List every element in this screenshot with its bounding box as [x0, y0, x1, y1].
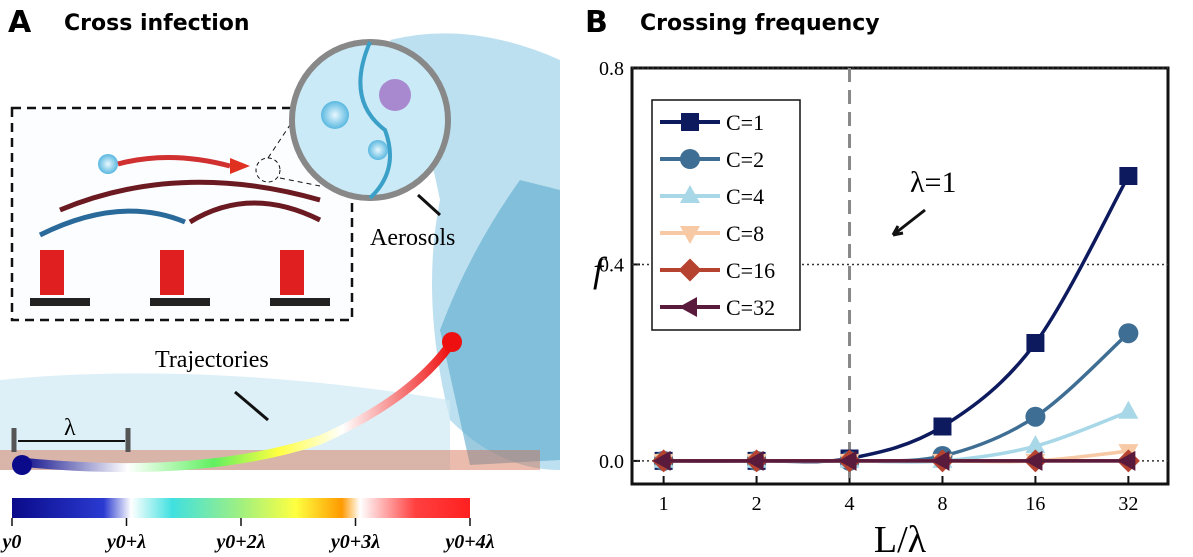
- plot-frame: [630, 66, 1170, 486]
- marker: [1026, 334, 1045, 353]
- colorbar-labels: y0 y0+λ y0+2λ y0+3λ y0+4λ: [1, 518, 495, 553]
- marker: [1118, 400, 1139, 419]
- marker: [931, 450, 950, 471]
- colorbar-label: y0: [1, 531, 22, 553]
- y-tick-label: 0.0: [599, 451, 624, 473]
- marker: [838, 450, 857, 471]
- marker: [1025, 435, 1046, 454]
- marker: [745, 450, 764, 471]
- x-tick-label: 16: [1025, 493, 1045, 515]
- y-tick-label: 0.8: [599, 58, 624, 80]
- series-line: [663, 331, 1130, 464]
- annotation: λ: [64, 415, 76, 441]
- legend-label: C=16: [726, 258, 775, 283]
- plot: 0.0 0.4 0.8 1 2 4 8 16 32 C=1 C=2 C=4 C=8 C=16 C=32: [599, 58, 1170, 515]
- x-tick-label: 32: [1118, 493, 1138, 515]
- colorbar-label: y0+3λ: [329, 531, 380, 553]
- legend-label: C=4: [726, 184, 764, 209]
- panel-letter: A: [8, 5, 32, 40]
- x-tick-label: 8: [937, 493, 947, 515]
- legend-marker: [679, 297, 697, 317]
- legend-marker: [678, 258, 702, 282]
- panel-title: Cross infection: [64, 11, 250, 36]
- x-axis-label: L/λ: [874, 519, 927, 557]
- legend-marker: [680, 149, 700, 169]
- chart-title: Crossing frequency: [640, 11, 880, 36]
- legend-label: C=2: [726, 147, 764, 172]
- annotation: Trajectories: [155, 347, 269, 373]
- x-tick-label: 4: [845, 493, 855, 515]
- colorbar-label: y0+4λ: [443, 531, 494, 553]
- arrow: [891, 208, 926, 237]
- panel-letter: B: [585, 5, 608, 40]
- legend-label: C=8: [726, 221, 764, 246]
- marker: [1024, 450, 1043, 471]
- colorbar-label: y0+λ: [105, 531, 146, 553]
- series-line: [663, 410, 1129, 464]
- x-tick-label: 2: [752, 493, 762, 515]
- marker: [1025, 406, 1046, 427]
- legend-marker: [681, 113, 699, 131]
- marker: [1119, 167, 1138, 186]
- annotation: λ=1: [910, 166, 956, 199]
- legend-marker: [680, 185, 700, 203]
- legend-label: C=1: [726, 110, 764, 135]
- legend-marker: [680, 226, 700, 244]
- colorbar-label: y0+2λ: [214, 531, 265, 553]
- panel-a-art: [0, 33, 560, 518]
- marker: [1117, 450, 1136, 471]
- marker: [652, 450, 671, 471]
- annotation: Aerosols: [370, 225, 455, 251]
- legend-box: [651, 99, 801, 331]
- marker: [933, 417, 952, 436]
- legend-label: C=32: [726, 295, 775, 320]
- y-tick-label: 0.4: [599, 254, 624, 276]
- x-tick-label: 1: [659, 493, 669, 515]
- marker: [1118, 323, 1139, 344]
